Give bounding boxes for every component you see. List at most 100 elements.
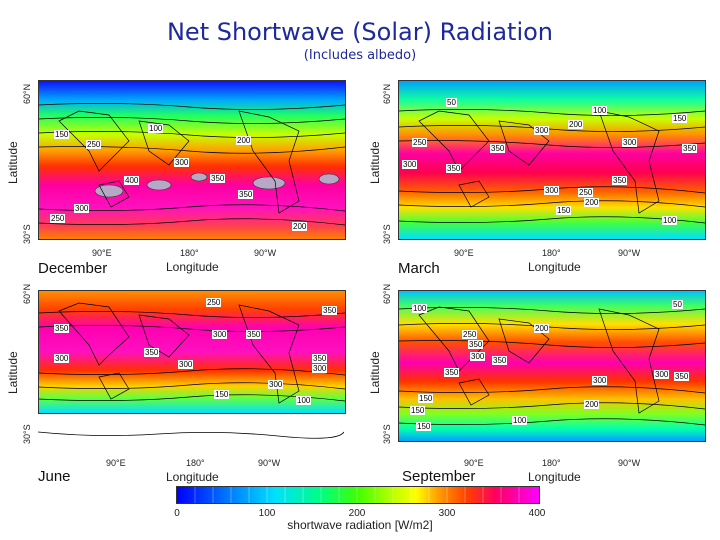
map-june	[38, 290, 346, 414]
lon-tick-180-jun: 180°	[186, 458, 205, 468]
contour-label: 350	[312, 354, 328, 363]
x-axis-label-jun: Longitude	[166, 470, 219, 484]
contour-label: 150	[54, 130, 70, 139]
colorbar-tick-100: 100	[258, 508, 276, 519]
page-title: Net Shortwave (Solar) Radiation	[166, 18, 554, 46]
contour-label: 50	[446, 98, 457, 107]
lat-tick-60n-jun: 60°N	[22, 283, 32, 304]
contour-label: 150	[556, 206, 572, 215]
contour-label: 100	[512, 416, 528, 425]
y-axis-label-sep: Latitude	[368, 351, 382, 394]
contour-label: 250	[578, 188, 594, 197]
contour-label: 300	[654, 370, 670, 379]
lat-tick-60n-mar: 60°N	[382, 83, 392, 104]
contour-label: 100	[592, 106, 608, 115]
contour-label: 300	[178, 360, 194, 369]
contour-label: 300	[312, 364, 328, 373]
lon-tick-90e-jun: 90°E	[106, 458, 126, 468]
map-december	[38, 80, 346, 240]
contour-label: 350	[444, 368, 460, 377]
contour-label: 50	[672, 300, 683, 309]
contour-label: 200	[534, 324, 550, 333]
lon-tick-90w-dec: 90°W	[254, 248, 277, 258]
contour-label: 200	[236, 136, 252, 145]
lon-tick-90e-dec: 90°E	[92, 248, 112, 258]
contour-label: 300	[268, 380, 284, 389]
contour-label: 350	[54, 324, 70, 333]
lon-tick-90w-jun: 90°W	[258, 458, 281, 468]
map-june-raster	[39, 291, 345, 413]
page-subtitle: (Includes albedo)	[303, 48, 417, 63]
contour-label: 350	[468, 340, 484, 349]
contour-label: 150	[418, 394, 434, 403]
colorbar-label: shortwave radiation [W/m2]	[287, 518, 433, 532]
lon-tick-90w-mar: 90°W	[618, 248, 641, 258]
colorbar-tick-300: 300	[438, 508, 456, 519]
contour-label: 150	[672, 114, 688, 123]
map-december-raster	[39, 81, 345, 239]
colorbar-tick-400: 400	[528, 508, 546, 519]
colorbar-segments	[194, 487, 520, 503]
season-label-march: March	[398, 260, 440, 277]
map-march-raster	[399, 81, 705, 239]
y-axis-label-dec: Latitude	[6, 141, 20, 184]
contour-label: 150	[410, 406, 426, 415]
contour-label: 200	[568, 120, 584, 129]
contour-label: 250	[206, 298, 222, 307]
colorbar-tick-0: 0	[174, 508, 180, 519]
contour-label: 350	[612, 176, 628, 185]
lon-tick-180-sep: 180°	[542, 458, 561, 468]
map-september-raster	[399, 291, 705, 441]
season-label-june: June	[38, 468, 71, 485]
map-september	[398, 290, 706, 442]
contour-label: 350	[210, 174, 226, 183]
contour-label: 300	[592, 376, 608, 385]
contour-label: 250	[412, 138, 428, 147]
contour-label: 300	[470, 352, 486, 361]
contour-label: 250	[86, 140, 102, 149]
contour-label: 350	[674, 372, 690, 381]
season-label-december: December	[38, 260, 108, 277]
y-axis-label-jun: Latitude	[6, 351, 20, 394]
lat-tick-30s-dec: 30°S	[22, 224, 32, 244]
contour-label: 300	[54, 354, 70, 363]
contour-label: 400	[124, 176, 140, 185]
contour-label: 350	[238, 190, 254, 199]
contour-label: 100	[296, 396, 312, 405]
lat-tick-30s-sep: 30°S	[382, 424, 392, 444]
contour-label: 250	[50, 214, 66, 223]
lat-tick-60n-sep: 60°N	[382, 283, 392, 304]
x-axis-label-sep: Longitude	[528, 470, 581, 484]
contour-label: 200	[584, 400, 600, 409]
lat-tick-60n-dec: 60°N	[22, 83, 32, 104]
contour-label: 300	[174, 158, 190, 167]
lon-tick-90e-mar: 90°E	[454, 248, 474, 258]
x-axis-label-mar: Longitude	[528, 260, 581, 274]
contour-label: 300	[534, 126, 550, 135]
contour-label: 100	[662, 216, 678, 225]
contour-label: 300	[212, 330, 228, 339]
contour-label: 100	[148, 124, 164, 133]
contour-label: 350	[492, 356, 508, 365]
y-axis-label-mar: Latitude	[368, 141, 382, 184]
contour-label: 350	[322, 306, 338, 315]
lat-tick-30s-mar: 30°S	[382, 224, 392, 244]
contour-label: 250	[462, 330, 478, 339]
colorbar-tick-200: 200	[348, 508, 366, 519]
contour-label: 200	[584, 198, 600, 207]
contour-label: 350	[446, 164, 462, 173]
contour-label: 300	[74, 204, 90, 213]
contour-label: 200	[292, 222, 308, 231]
antarctic-outline-june	[38, 431, 344, 439]
lon-tick-180-mar: 180°	[542, 248, 561, 258]
contour-label: 150	[416, 422, 432, 431]
map-march	[398, 80, 706, 240]
lon-tick-90w-sep: 90°W	[618, 458, 641, 468]
season-label-september: September	[402, 468, 476, 485]
contour-label: 300	[544, 186, 560, 195]
contour-label: 300	[402, 160, 418, 169]
contour-label: 350	[144, 348, 160, 357]
contour-label: 100	[412, 304, 428, 313]
contour-label: 300	[622, 138, 638, 147]
x-axis-label-dec: Longitude	[166, 260, 219, 274]
